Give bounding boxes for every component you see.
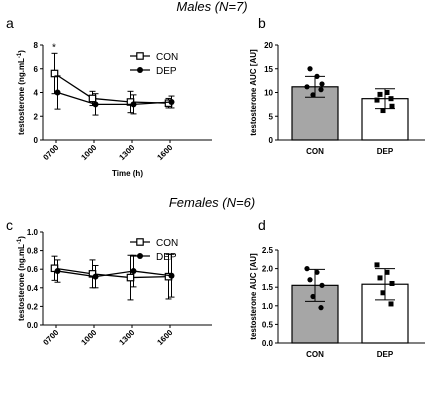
individual-point xyxy=(318,87,324,93)
individual-point xyxy=(318,305,324,311)
individual-point xyxy=(374,262,380,268)
x-tick-label: 1000 xyxy=(79,143,98,162)
individual-point xyxy=(374,97,380,103)
individual-point xyxy=(304,84,310,90)
individual-point xyxy=(314,73,320,79)
data-point-con xyxy=(126,273,135,282)
y-tick-label: 2 xyxy=(34,112,39,121)
bar-con xyxy=(291,86,339,141)
y-axis-label: testosterone (ng.mL-1) xyxy=(17,236,26,321)
individual-point xyxy=(388,96,394,102)
significance-asterisk: * xyxy=(52,42,56,53)
y-tick-label: 4 xyxy=(34,89,39,98)
individual-point xyxy=(380,290,386,296)
y-tick-label: 1.0 xyxy=(27,228,39,237)
x-tick-label: CON xyxy=(306,147,324,156)
data-point-con xyxy=(50,69,59,78)
x-tick-label: 1300 xyxy=(117,328,136,347)
y-tick-label: 10 xyxy=(264,89,273,98)
males-heading: Males (N=7) xyxy=(176,0,247,14)
individual-point xyxy=(314,269,320,275)
legend-label-dep: DEP xyxy=(156,66,177,77)
legend-marker xyxy=(136,238,144,246)
panel-b-bar-chart: 0 5 10 15 20 testosterone AUC [AU] CON DEP xyxy=(249,41,425,156)
legend-marker xyxy=(136,52,144,60)
y-axis-label: testosterone AUC [AU] xyxy=(249,49,258,136)
y-tick-label: 0.4 xyxy=(27,284,39,293)
data-point-dep xyxy=(54,268,61,275)
individual-point xyxy=(307,66,313,72)
y-tick-label: 5 xyxy=(269,112,274,121)
individual-point xyxy=(380,108,386,114)
panel-c-line-chart: 0.0 0.2 0.4 0.6 0.8 1.0 0700 1000 1300 1600 testos… xyxy=(17,228,212,347)
x-tick-label: 1300 xyxy=(117,143,136,162)
x-tick-label: CON xyxy=(306,350,324,359)
series-line-con xyxy=(54,72,169,104)
series-line-dep xyxy=(57,91,172,106)
y-tick-label: 0.5 xyxy=(262,320,274,329)
panel-letter-d: d xyxy=(258,217,266,233)
individual-point xyxy=(310,293,316,300)
data-point-dep xyxy=(54,89,61,96)
panel-letter-c: c xyxy=(6,217,13,233)
panel-letter-b: b xyxy=(258,15,266,31)
series-line-dep xyxy=(57,270,172,278)
panel-a-line-chart: 0 2 4 6 8 0700 1000 1300 1600 Time (h) testosteron… xyxy=(17,41,212,178)
x-tick-label: DEP xyxy=(377,350,394,359)
individual-point xyxy=(389,103,395,109)
females-heading: Females (N=6) xyxy=(169,195,255,210)
individual-point xyxy=(319,282,325,288)
x-tick-label: DEP xyxy=(377,147,394,156)
individual-point xyxy=(377,275,383,281)
y-tick-label: 2.5 xyxy=(262,246,274,255)
y-tick-label: 1.5 xyxy=(262,283,274,292)
x-tick-label: 1600 xyxy=(155,143,174,162)
data-point-dep xyxy=(168,99,175,105)
y-tick-label: 0.0 xyxy=(27,321,39,330)
individual-point xyxy=(389,280,395,286)
y-tick-label: 6 xyxy=(34,65,39,74)
individual-point xyxy=(384,269,390,275)
y-tick-label: 8 xyxy=(34,41,39,50)
data-point-dep xyxy=(130,268,137,275)
y-axis-label: testosterone (ng.mL-1) xyxy=(17,50,26,135)
individual-point xyxy=(310,92,316,98)
y-tick-label: 2.0 xyxy=(262,265,274,274)
legend-label-dep: DEP xyxy=(156,252,177,263)
legend-label-con: CON xyxy=(156,52,178,63)
x-axis-label: Time (h) xyxy=(112,169,143,178)
y-tick-label: 0.6 xyxy=(27,265,39,274)
individual-point xyxy=(388,301,394,307)
individual-point xyxy=(319,81,325,87)
y-tick-label: 0 xyxy=(34,136,39,145)
legend-marker xyxy=(137,253,143,259)
individual-point xyxy=(304,266,310,272)
panel-letter-a: a xyxy=(6,15,14,31)
x-tick-label: 0700 xyxy=(41,143,60,162)
legend-label-con: CON xyxy=(156,238,178,249)
data-point-dep xyxy=(130,101,137,108)
y-axis-label: testosterone AUC [AU] xyxy=(249,253,258,340)
x-tick-label: 1000 xyxy=(79,328,98,347)
y-tick-label: 20 xyxy=(264,41,273,50)
data-point-dep xyxy=(92,273,99,280)
data-point-con xyxy=(88,94,97,103)
series-line-con xyxy=(54,267,169,279)
y-tick-label: 15 xyxy=(264,65,273,74)
y-tick-label: 0.2 xyxy=(27,302,39,311)
individual-point xyxy=(384,90,390,95)
data-point-dep xyxy=(168,272,175,279)
x-tick-label: 0700 xyxy=(41,328,60,347)
individual-point xyxy=(377,91,383,97)
individual-point xyxy=(307,277,313,283)
y-tick-label: 0 xyxy=(269,136,274,145)
data-point-dep xyxy=(92,101,99,108)
panel-d-bar-chart: 0.0 0.5 1.0 1.5 2.0 2.5 testosterone AUC [AU] C… xyxy=(249,246,425,359)
y-tick-label: 0.0 xyxy=(262,339,274,348)
legend-marker xyxy=(137,67,143,73)
y-tick-label: 1.0 xyxy=(262,302,274,311)
y-tick-label: 0.8 xyxy=(27,247,39,256)
x-tick-label: 1600 xyxy=(155,328,174,347)
